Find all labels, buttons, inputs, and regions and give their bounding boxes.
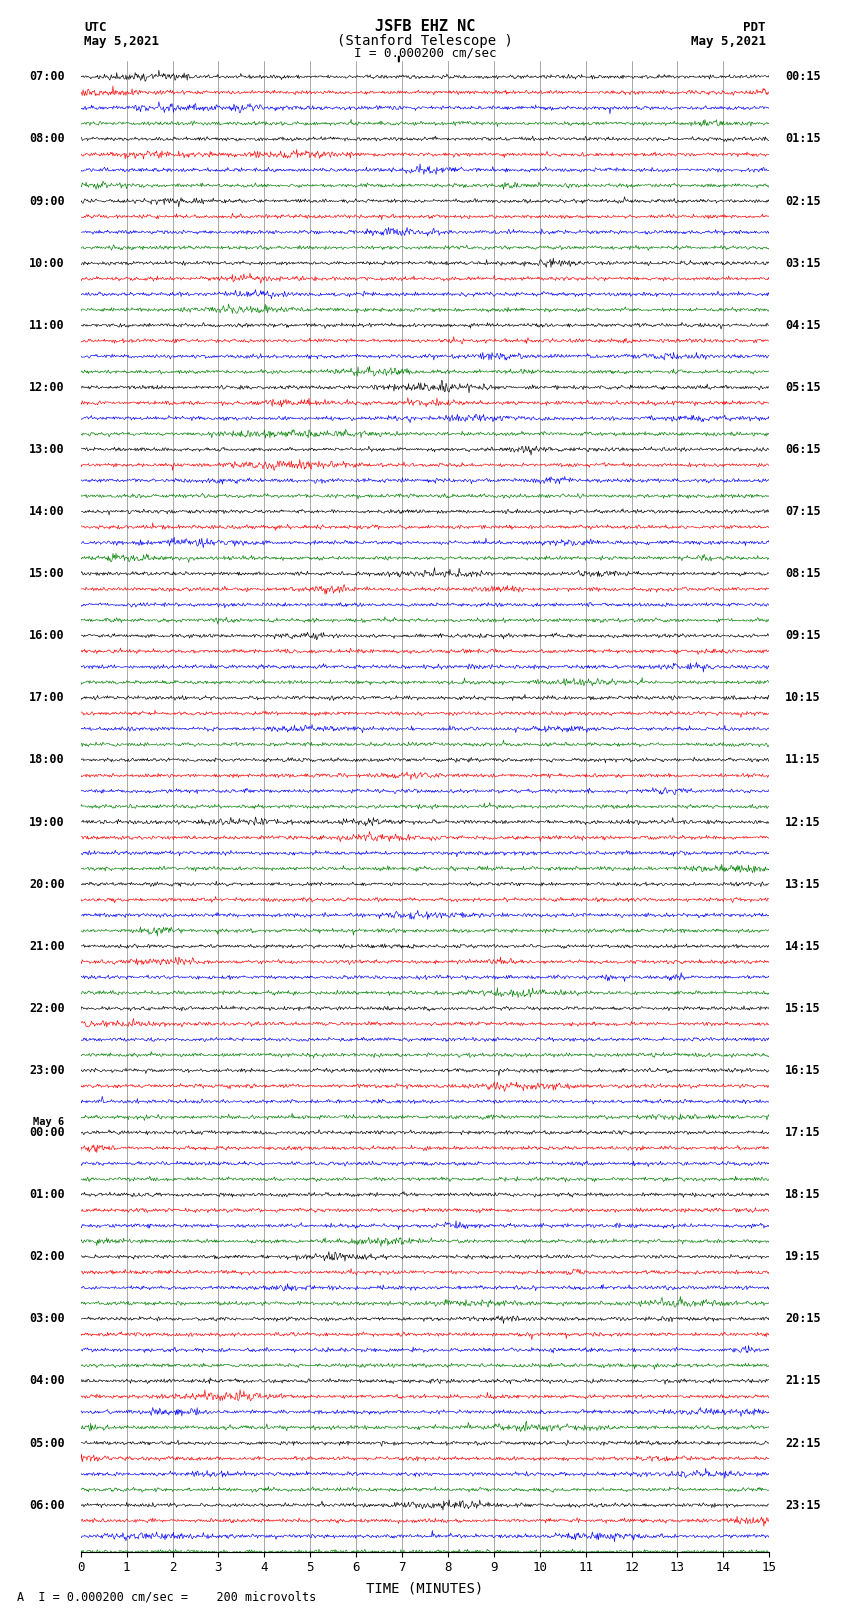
Text: 14:15: 14:15 [785,940,821,953]
Text: 08:00: 08:00 [29,132,65,145]
Text: 23:00: 23:00 [29,1065,65,1077]
Text: 01:00: 01:00 [29,1189,65,1202]
Text: 11:00: 11:00 [29,319,65,332]
Text: 17:15: 17:15 [785,1126,821,1139]
Text: 17:00: 17:00 [29,692,65,705]
Text: 01:15: 01:15 [785,132,821,145]
Text: 07:15: 07:15 [785,505,821,518]
Text: 19:15: 19:15 [785,1250,821,1263]
Text: 18:00: 18:00 [29,753,65,766]
Text: JSFB EHZ NC: JSFB EHZ NC [375,19,475,34]
Text: 06:00: 06:00 [29,1498,65,1511]
Text: 20:15: 20:15 [785,1313,821,1326]
Text: 16:15: 16:15 [785,1065,821,1077]
Text: 04:00: 04:00 [29,1374,65,1387]
Text: 00:15: 00:15 [785,71,821,84]
Text: 13:00: 13:00 [29,444,65,456]
X-axis label: TIME (MINUTES): TIME (MINUTES) [366,1581,484,1595]
Text: 14:00: 14:00 [29,505,65,518]
Text: 12:15: 12:15 [785,816,821,829]
Text: 11:15: 11:15 [785,753,821,766]
Text: May 6: May 6 [33,1116,65,1126]
Text: 12:00: 12:00 [29,381,65,394]
Text: 18:15: 18:15 [785,1189,821,1202]
Text: 21:00: 21:00 [29,940,65,953]
Text: 20:00: 20:00 [29,877,65,890]
Text: PDT: PDT [743,21,766,34]
Text: 05:00: 05:00 [29,1437,65,1450]
Text: 09:00: 09:00 [29,195,65,208]
Text: 05:15: 05:15 [785,381,821,394]
Text: 10:00: 10:00 [29,256,65,269]
Text: 08:15: 08:15 [785,568,821,581]
Text: 22:15: 22:15 [785,1437,821,1450]
Text: A  I = 0.000200 cm/sec =    200 microvolts: A I = 0.000200 cm/sec = 200 microvolts [17,1590,316,1603]
Text: May 5,2021: May 5,2021 [691,35,766,48]
Text: 15:00: 15:00 [29,568,65,581]
Text: 10:15: 10:15 [785,692,821,705]
Text: 03:15: 03:15 [785,256,821,269]
Text: 22:00: 22:00 [29,1002,65,1015]
Text: 16:00: 16:00 [29,629,65,642]
Text: 02:15: 02:15 [785,195,821,208]
Text: 09:15: 09:15 [785,629,821,642]
Text: May 5,2021: May 5,2021 [84,35,159,48]
Text: 04:15: 04:15 [785,319,821,332]
Text: 00:00: 00:00 [29,1126,65,1139]
Text: UTC: UTC [84,21,107,34]
Text: 06:15: 06:15 [785,444,821,456]
Text: 23:15: 23:15 [785,1498,821,1511]
Text: 19:00: 19:00 [29,816,65,829]
Text: 02:00: 02:00 [29,1250,65,1263]
Text: 13:15: 13:15 [785,877,821,890]
Text: 07:00: 07:00 [29,71,65,84]
Text: 15:15: 15:15 [785,1002,821,1015]
Text: 03:00: 03:00 [29,1313,65,1326]
Text: I = 0.000200 cm/sec: I = 0.000200 cm/sec [354,47,496,60]
Text: (Stanford Telescope ): (Stanford Telescope ) [337,34,513,48]
Text: 21:15: 21:15 [785,1374,821,1387]
